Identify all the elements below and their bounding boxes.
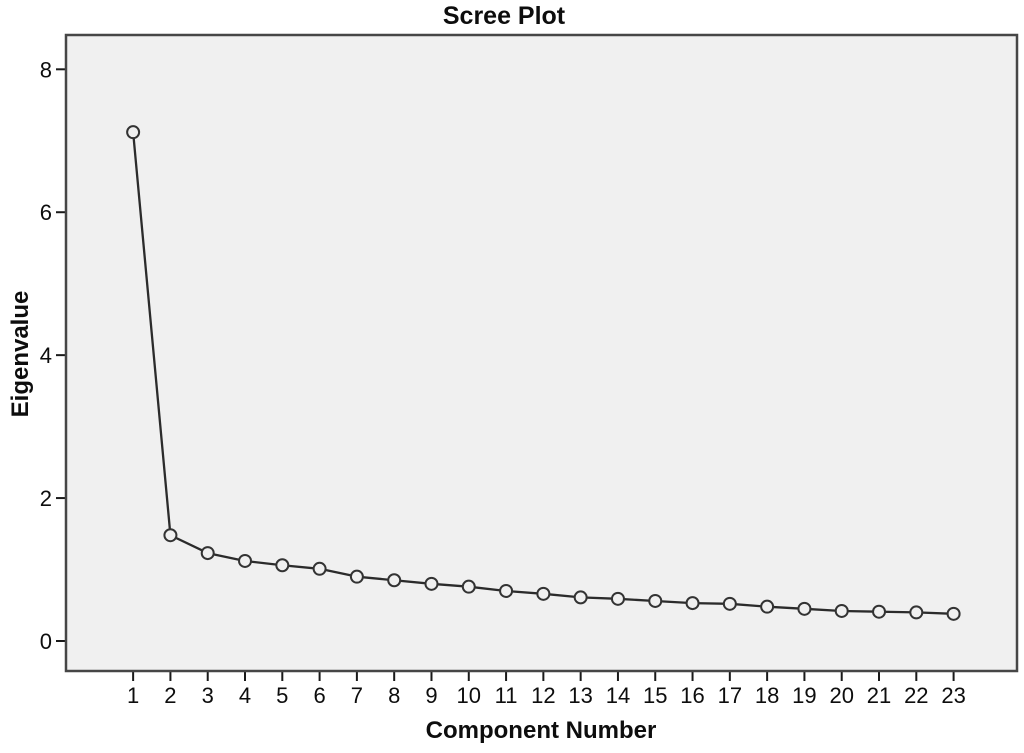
data-point	[126, 125, 141, 140]
data-point	[238, 553, 253, 568]
data-point	[760, 599, 775, 614]
x-tick-label: 21	[867, 683, 891, 708]
data-point	[685, 596, 700, 611]
y-tick-label: 0	[40, 629, 52, 654]
x-tick-label: 13	[568, 683, 592, 708]
y-tick-label: 8	[40, 57, 52, 82]
data-point	[275, 558, 290, 573]
y-tick-label: 6	[40, 200, 52, 225]
data-point	[461, 579, 476, 594]
y-tick-label: 4	[40, 343, 52, 368]
plot-frame	[64, 33, 1019, 673]
data-point	[797, 601, 812, 616]
data-series-layer	[126, 125, 961, 621]
x-tick-label: 6	[313, 683, 325, 708]
axis-ticks-layer: 1 2 3 4 5 6 7 8 9 10 11 12 13 14 15 16 17 18 19 20 21 22 23024…	[40, 57, 966, 708]
x-tick-label: 1	[127, 683, 139, 708]
chart-title: Scree Plot	[443, 2, 566, 30]
data-point	[610, 591, 625, 606]
data-point	[909, 605, 924, 620]
x-tick-label: 22	[904, 683, 928, 708]
x-tick-label: 8	[388, 683, 400, 708]
data-point	[200, 546, 215, 561]
x-tick-label: 15	[643, 683, 667, 708]
x-tick-label: 18	[755, 683, 779, 708]
data-point	[163, 528, 178, 543]
plot-frame-layer	[64, 33, 1019, 673]
x-tick-label: 7	[351, 683, 363, 708]
x-tick-label: 2	[164, 683, 176, 708]
x-tick-label: 10	[457, 683, 481, 708]
plot-background	[66, 35, 1017, 671]
data-point	[349, 569, 364, 584]
x-tick-label: 11	[495, 683, 518, 708]
data-point	[424, 576, 439, 591]
data-point	[648, 593, 663, 608]
data-point	[872, 604, 887, 619]
x-tick-label: 23	[941, 683, 965, 708]
x-tick-label: 12	[531, 683, 555, 708]
data-point	[536, 586, 551, 601]
y-tick-label: 2	[40, 486, 52, 511]
x-tick-label: 16	[680, 683, 704, 708]
y-axis-label: Eigenvalue	[7, 291, 34, 418]
x-axis-label: Component Number	[426, 717, 657, 744]
x-tick-label: 9	[425, 683, 437, 708]
x-tick-label: 5	[276, 683, 288, 708]
plot-background-layer	[66, 35, 1017, 671]
data-point	[312, 561, 327, 576]
data-point	[387, 573, 402, 588]
data-point	[499, 583, 514, 598]
data-point	[722, 596, 737, 611]
x-tick-label: 19	[792, 683, 816, 708]
x-tick-label: 20	[829, 683, 853, 708]
x-tick-label: 17	[718, 683, 742, 708]
x-tick-label: 14	[606, 683, 630, 708]
data-point	[573, 590, 588, 605]
x-tick-label: 3	[202, 683, 214, 708]
x-tick-label: 4	[239, 683, 251, 708]
data-point	[946, 606, 961, 621]
data-point	[834, 603, 849, 618]
